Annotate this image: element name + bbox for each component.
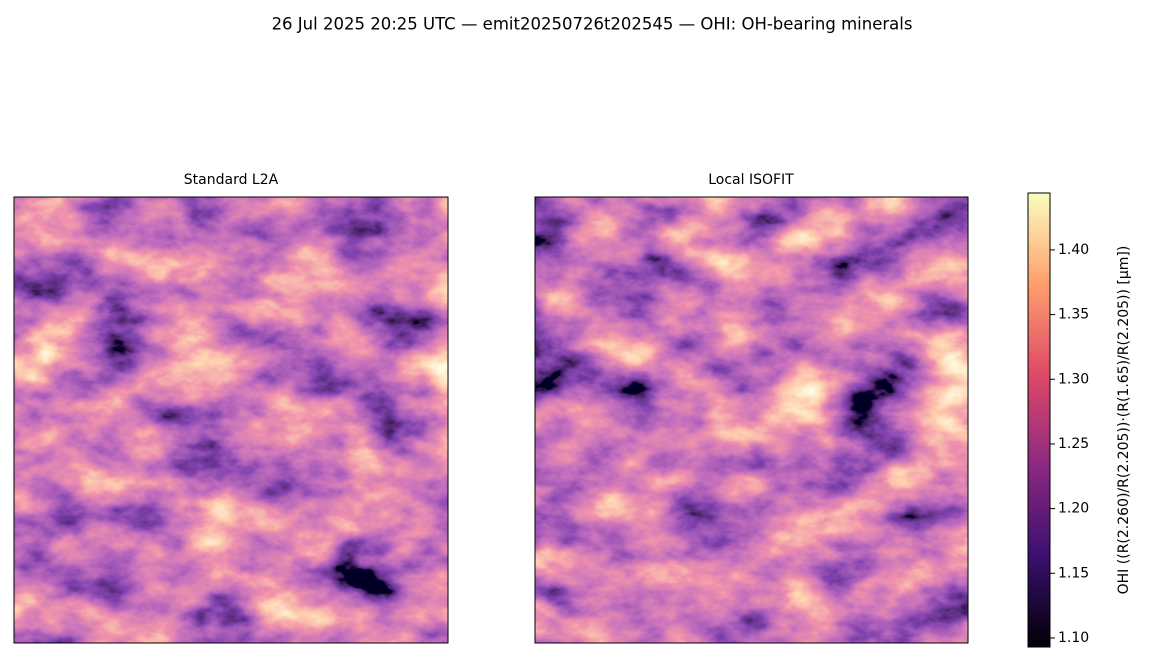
- tick-label: 1.25: [1058, 436, 1089, 452]
- frame: [13, 196, 449, 644]
- figure-title: 26 Jul 2025 20:25 UTC — emit20250726t202…: [272, 15, 913, 34]
- image: [14, 197, 448, 643]
- tick-label: 1.40: [1058, 242, 1089, 258]
- tick-label: 1.30: [1058, 371, 1089, 387]
- panel: Standard L2A: [13, 172, 449, 644]
- image: [535, 197, 968, 643]
- colorbar: [1027, 192, 1051, 648]
- tick-label: 1.15: [1058, 565, 1089, 581]
- panel: Local ISOFIT: [534, 172, 969, 644]
- tick-label: 1.35: [1058, 307, 1089, 323]
- tick-label: 1.20: [1058, 501, 1089, 517]
- frame: [534, 196, 969, 644]
- colorbar-label: OHI ((R(2.260)/R(2.205))·(R(1.65)/R(2.20…: [1116, 246, 1132, 595]
- panel-title: Local ISOFIT: [708, 172, 794, 188]
- tick-label: 1.10: [1058, 630, 1089, 646]
- panel-title: Standard L2A: [184, 172, 279, 188]
